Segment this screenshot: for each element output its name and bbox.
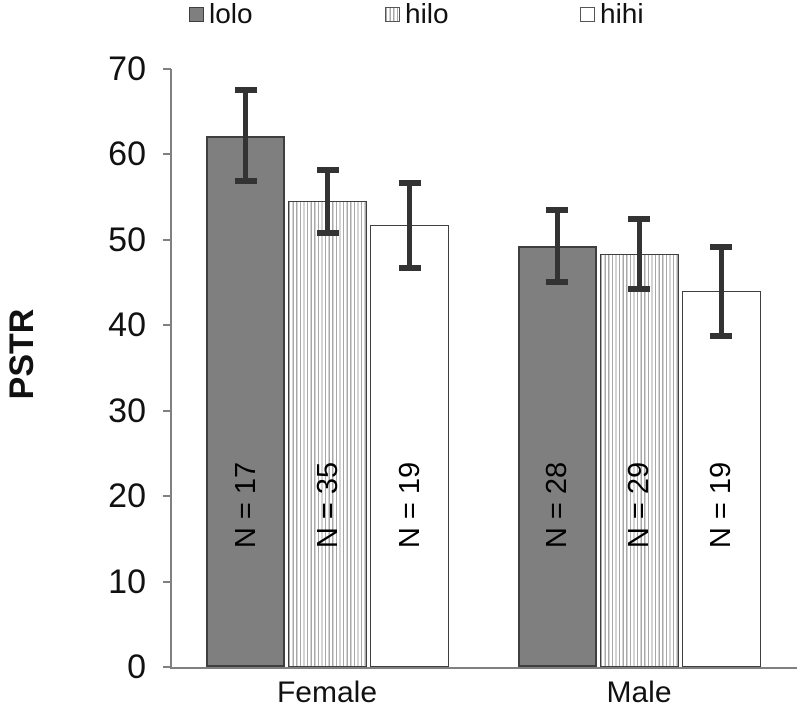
y-axis-title: PSTR	[3, 308, 41, 400]
bar-n-label: N = 28	[541, 461, 574, 549]
y-tick	[163, 238, 171, 241]
x-label-female: Female	[276, 676, 378, 709]
y-tick	[163, 580, 171, 583]
bar-n-label: N = 19	[393, 461, 426, 549]
error-bar-line	[636, 218, 642, 289]
bar-n-label: N = 29	[623, 461, 656, 549]
hihi-swatch-icon	[580, 6, 595, 22]
error-bar-cap-bottom	[546, 278, 569, 285]
error-bar-cap-top	[234, 87, 257, 94]
y-tick	[163, 495, 171, 498]
legend-item-hilo: hilo	[385, 0, 449, 29]
bar-n-label: N = 19	[705, 461, 738, 549]
error-bar-line	[407, 182, 413, 269]
y-tick-label: 50	[108, 220, 146, 259]
hilo-swatch-icon	[385, 6, 400, 22]
error-bar-cap-top	[398, 179, 421, 186]
y-tick-label: 30	[108, 391, 146, 430]
y-tick	[163, 324, 171, 327]
error-bar-cap-bottom	[234, 177, 257, 184]
y-tick	[163, 153, 171, 156]
bar-female-hihi	[370, 225, 450, 667]
y-tick-label: 70	[108, 50, 146, 88]
error-bar-cap-bottom	[398, 265, 421, 272]
error-bar-line	[325, 169, 331, 233]
y-tick-label: 40	[108, 306, 146, 345]
y-tick-label: 0	[127, 648, 146, 686]
bar-n-label: N = 17	[229, 461, 262, 549]
bar-n-label: N = 35	[311, 461, 344, 549]
y-tick	[163, 68, 171, 70]
bar-male-lolo	[517, 245, 597, 667]
y-axis-line	[170, 69, 172, 669]
y-tick	[163, 409, 171, 412]
y-tick-label: 10	[108, 562, 146, 601]
lolo-swatch-icon	[189, 6, 204, 22]
x-label-male: Male	[606, 676, 672, 709]
error-bar-cap-top	[316, 166, 339, 173]
error-bar-line	[243, 90, 249, 181]
legend-item-lolo: lolo	[189, 0, 253, 29]
legend-item-hihi: hihi	[580, 0, 644, 29]
legend-label-hihi: hihi	[600, 0, 644, 29]
y-tick	[163, 666, 171, 668]
bar-female-lolo	[206, 135, 286, 667]
legend-label-hilo: hilo	[405, 0, 449, 29]
error-bar-cap-bottom	[316, 230, 339, 237]
y-tick-label: 60	[108, 135, 146, 174]
bar-male-hihi	[681, 291, 761, 667]
bar-female-hilo	[288, 201, 368, 667]
error-bar-cap-bottom	[628, 285, 651, 292]
error-bar-cap-top	[710, 243, 733, 250]
error-bar-cap-top	[546, 206, 569, 213]
error-bar-line	[554, 209, 560, 282]
error-bar-cap-top	[628, 215, 651, 222]
legend-label-lolo: lolo	[209, 0, 253, 29]
y-tick-label: 20	[108, 477, 146, 516]
error-bar-line	[718, 246, 724, 336]
x-axis-line	[170, 667, 797, 669]
error-bar-cap-bottom	[710, 332, 733, 339]
